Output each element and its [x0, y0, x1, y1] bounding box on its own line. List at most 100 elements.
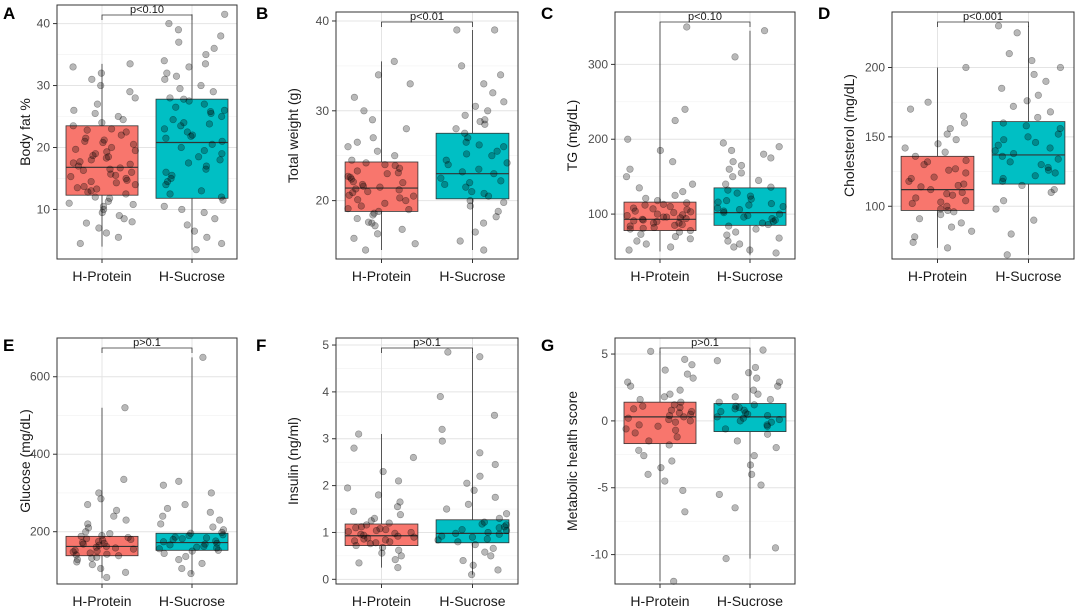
- data-point: [720, 207, 728, 215]
- data-point: [187, 529, 195, 537]
- data-point: [163, 69, 171, 77]
- data-point: [159, 481, 167, 489]
- data-point: [715, 398, 723, 406]
- data-point: [1050, 186, 1058, 194]
- data-point: [742, 409, 750, 417]
- box-h-protein: [344, 523, 419, 546]
- x-category-label: H-Sucrose: [717, 268, 783, 284]
- data-point: [200, 208, 208, 217]
- data-point: [214, 546, 222, 554]
- data-point: [729, 158, 737, 166]
- significance-label: p>0.1: [133, 337, 161, 349]
- data-point: [911, 233, 919, 241]
- data-point: [998, 152, 1006, 160]
- data-point: [98, 119, 106, 127]
- y-tick-label: 100: [588, 207, 608, 221]
- data-point: [126, 60, 134, 68]
- data-point: [160, 125, 169, 133]
- data-point: [671, 191, 679, 199]
- data-point: [381, 161, 389, 169]
- data-point: [217, 32, 225, 40]
- data-point: [1056, 124, 1064, 133]
- data-point: [370, 209, 378, 217]
- data-point: [114, 233, 123, 241]
- data-point: [663, 213, 671, 221]
- data-point: [410, 533, 418, 541]
- data-point: [195, 153, 203, 161]
- data-point: [676, 403, 684, 412]
- data-point: [385, 519, 393, 527]
- data-point: [73, 555, 82, 564]
- data-point: [182, 552, 190, 561]
- panel-letter: E: [3, 336, 14, 355]
- y-axis-title: Insulin (ng/ml): [285, 417, 301, 505]
- data-point: [775, 415, 783, 424]
- significance-bracket: [381, 21, 473, 27]
- y-axis-title: Glucose (mg/dL): [17, 409, 33, 512]
- data-point: [364, 534, 372, 542]
- data-point: [758, 219, 767, 227]
- data-point: [345, 191, 353, 199]
- data-point: [172, 72, 181, 80]
- data-point: [999, 174, 1007, 183]
- data-point: [82, 219, 91, 227]
- data-point: [131, 181, 139, 189]
- data-point: [668, 457, 676, 465]
- data-point: [183, 128, 191, 136]
- data-point: [218, 112, 226, 121]
- data-point: [192, 246, 200, 254]
- data-point: [750, 452, 758, 460]
- data-point: [369, 211, 377, 219]
- data-point: [390, 57, 398, 66]
- data-point: [442, 156, 450, 164]
- data-point: [753, 374, 761, 382]
- data-point: [391, 529, 399, 537]
- data-point: [469, 561, 477, 569]
- data-point: [943, 190, 951, 198]
- data-point: [399, 179, 407, 187]
- data-point: [97, 564, 105, 573]
- data-point: [475, 141, 483, 149]
- data-point: [670, 401, 678, 409]
- data-point: [740, 213, 748, 221]
- data-point: [93, 553, 101, 561]
- data-point: [88, 75, 96, 83]
- data-point: [470, 486, 478, 494]
- data-point: [945, 166, 953, 174]
- data-point: [944, 206, 952, 215]
- data-point: [493, 147, 501, 155]
- data-point: [740, 406, 748, 414]
- data-point: [497, 71, 505, 79]
- data-point: [675, 219, 683, 227]
- data-point: [171, 533, 179, 541]
- data-point: [686, 235, 694, 243]
- data-point: [630, 405, 638, 413]
- data-point: [349, 188, 357, 197]
- data-point: [751, 363, 760, 372]
- data-point: [93, 185, 101, 193]
- data-point: [82, 134, 90, 142]
- data-point: [735, 403, 743, 412]
- data-point: [193, 543, 201, 551]
- data-point: [1042, 77, 1050, 85]
- data-point: [1006, 158, 1014, 166]
- data-point: [923, 158, 932, 166]
- data-point: [635, 421, 643, 429]
- data-point: [116, 164, 124, 172]
- data-point: [1037, 161, 1045, 169]
- significance-bracket: [101, 347, 193, 353]
- data-point: [671, 221, 679, 229]
- data-point: [394, 563, 402, 572]
- data-point: [495, 530, 503, 538]
- data-point: [943, 244, 952, 252]
- data-point: [681, 105, 689, 113]
- data-point: [103, 148, 111, 156]
- data-point: [122, 128, 130, 136]
- data-point: [359, 182, 368, 190]
- data-point: [484, 107, 492, 115]
- data-point: [653, 197, 662, 205]
- data-point: [129, 545, 138, 553]
- data-point: [100, 539, 108, 547]
- data-point: [344, 172, 352, 180]
- data-point: [162, 134, 170, 142]
